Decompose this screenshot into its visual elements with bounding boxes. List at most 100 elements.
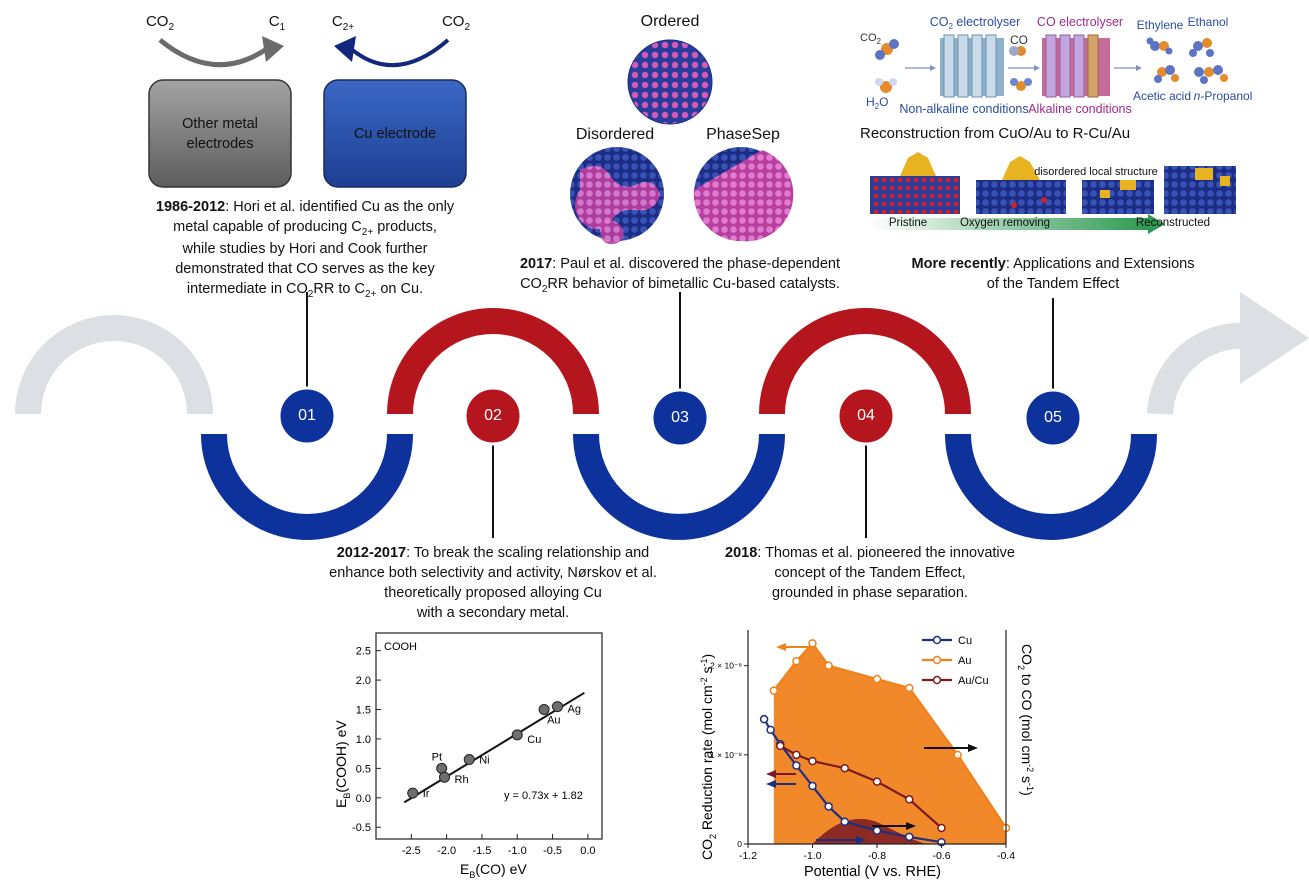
point-label-au: Au: [547, 715, 560, 727]
point-au: [792, 656, 801, 666]
red-wave-2: [759, 308, 971, 415]
grey-arrowhead: [1240, 292, 1309, 384]
data-point-ir: [407, 787, 419, 799]
phasesep-label: PhaseSep: [706, 126, 780, 143]
co-electrolyser-stack: [1042, 34, 1110, 98]
point-cu: [759, 714, 769, 724]
point-label-ir: Ir: [423, 788, 430, 800]
reconstructed-label: Reconstructed: [1135, 217, 1211, 229]
disordered-label: Disordered: [575, 126, 655, 143]
c2plus-text: C: [331, 13, 343, 30]
point-au-cu: [840, 763, 849, 773]
x-tick-label: 0.0: [580, 845, 595, 857]
point-au-cu: [905, 795, 914, 804]
y-tick-label: -0.5: [352, 822, 371, 834]
other-metal-box-label: Other metal electrodes: [182, 116, 258, 152]
x-tick-label: -1.5: [472, 845, 491, 857]
point-label-cu: Cu: [527, 734, 541, 746]
y-tick-label: 0.0: [356, 793, 371, 805]
milestone-03-number: 03: [671, 409, 689, 426]
milestone-01-number: 01: [298, 407, 316, 424]
x-tick-label: -0.5: [543, 845, 562, 857]
point-au-cu: [776, 741, 785, 751]
x-tick-label: -2.0: [437, 845, 456, 857]
c2plus-label: C2+: [323, 12, 363, 34]
acetic-acid-label: Acetic acid: [1132, 89, 1192, 103]
point-cu: [840, 817, 849, 826]
c1-sub: 1: [279, 22, 286, 33]
disordered-local-label: disordered local structure: [1034, 166, 1158, 178]
legend-marker-cu: [932, 635, 942, 645]
data-point-ni: [463, 754, 475, 766]
milestone-02-text: 2012-2017: To break the scaling relation…: [329, 545, 657, 621]
y-tick-label: 2.5: [356, 646, 371, 658]
co2-left-sub: 2: [168, 22, 175, 33]
c1-text: C: [268, 13, 280, 30]
reconstructed-slab: [1164, 166, 1236, 214]
grey-entry-arc: [15, 315, 213, 415]
right-y-axis-label-holder: CO2 to CO (mol cm-2 s-1): [1016, 644, 1035, 796]
x-tick-label: -1.2: [739, 850, 757, 862]
milestone-05-number: 05: [1044, 409, 1062, 426]
point-label-ni: Ni: [479, 755, 489, 767]
pristine-label: Pristine: [888, 217, 928, 229]
point-cu: [792, 761, 801, 770]
x-tick-label: -0.8: [868, 850, 886, 862]
legend-label-cu: Cu: [958, 635, 972, 647]
point-cu: [766, 725, 775, 735]
ethylene-molecule: [1146, 37, 1173, 55]
blue-wave-3: [945, 433, 1157, 540]
y-tick-label: 0.5: [356, 763, 371, 775]
red-wave-1: [387, 308, 599, 415]
point-au: [953, 750, 962, 760]
milestone-04-year: 2018: [725, 545, 758, 561]
milestone-04-number: 04: [857, 407, 875, 424]
point-au-cu: [937, 823, 946, 833]
point-label-ag: Ag: [568, 704, 581, 716]
cu-electrode-box-label: Cu electrode: [353, 126, 437, 142]
ordered-label: Ordered: [640, 13, 700, 30]
point-au-cu: [808, 756, 817, 766]
co2-left-text: CO: [145, 13, 169, 30]
x-tick-label: -2.5: [402, 845, 421, 857]
point-au: [824, 661, 833, 670]
oxygen-removing-label: Oxygen removing: [959, 217, 1051, 229]
propanol-label: n-Propanol: [1193, 89, 1253, 103]
au-area: [773, 643, 1006, 844]
legend-label-au-cu: Au/Cu: [958, 675, 989, 687]
fit-line: [403, 691, 585, 804]
pristine-slab: [870, 152, 960, 214]
co2-electrolyser-label: CO2 electrolyser: [929, 15, 1021, 31]
c1-label: C1: [262, 12, 292, 34]
y-tick-label: 1.5: [356, 705, 371, 717]
data-point-rh: [439, 771, 451, 783]
disordered-slab: [1082, 180, 1154, 214]
point-au-cu: [872, 777, 882, 786]
y-tick-label: 1 × 10⁻⁸: [710, 750, 742, 760]
tandem-area: [812, 818, 926, 844]
y-axis-label: EB(COOH) eV: [333, 720, 352, 808]
grey-exit-arc: [1147, 322, 1252, 416]
h2o-reactant-label: H2O: [866, 95, 889, 111]
co-electrolyser-label: CO electrolyser: [1036, 15, 1124, 29]
reduction-rate-chart: -1.2 -1.0 -0.8 -0.6 -0.4 0 1 × 10⁻⁸ 2 × 10⁻⁸ C…: [699, 630, 1015, 880]
data-point-cu: [511, 729, 523, 741]
alkaline-label: Alkaline conditions: [1028, 102, 1132, 116]
co2-right-label: CO2: [436, 12, 476, 34]
co2-right-sub: 2: [464, 22, 471, 33]
scaling-relation-chart: Ir Pt Rh Ni Cu Au Ag -2.5 -2.0 -1.5 -1.0 -0.5 0.0 -…: [333, 632, 603, 878]
y-tick-label: 1.0: [356, 734, 371, 746]
point-cu: [824, 802, 833, 811]
series-line-cu: [763, 718, 942, 844]
ethanol-label: Ethanol: [1187, 15, 1229, 29]
data-point-au: [538, 704, 550, 716]
milestone-04-text: 2018: Thomas et al. pioneered the innova…: [725, 545, 1015, 601]
legend-label-au: Au: [958, 655, 971, 667]
x-tick-label: -1.0: [803, 850, 821, 862]
legend-marker-au-cu: [932, 675, 942, 685]
co2-right-text: CO: [441, 13, 465, 30]
co2-reactant-label: CO2: [860, 32, 881, 46]
x-axis-label: Potential (V vs. RHE): [804, 864, 941, 880]
data-point-ag: [552, 701, 564, 713]
y-tick-label: 2.0: [356, 675, 371, 687]
